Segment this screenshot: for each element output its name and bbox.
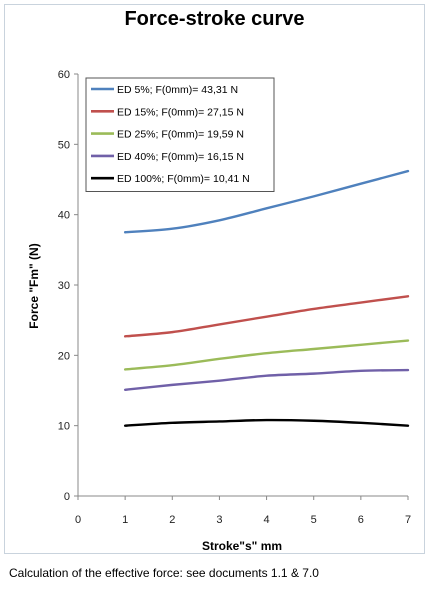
x-tick-label: 1	[122, 514, 128, 526]
x-axis-label: Stroke"s" mm	[202, 539, 282, 553]
caption: Calculation of the effective force: see …	[9, 566, 319, 580]
y-tick-label: 50	[58, 139, 70, 151]
x-tick-label: 6	[358, 514, 364, 526]
tick-labels: 0 10 20 30 40 50 60 0 1 2 3 4 5 6 7	[58, 69, 411, 526]
y-axis-label: Force "Fm" (N)	[27, 243, 41, 328]
y-tick-label: 30	[58, 280, 70, 292]
legend-label-1: ED 15%; F(0mm)= 27,15 N	[117, 106, 244, 118]
series-line-2	[123, 339, 410, 371]
legend-label-4: ED 100%; F(0mm)= 10,41 N	[117, 173, 250, 185]
y-tick-label: 40	[58, 210, 70, 222]
legend-box	[85, 77, 275, 192]
y-tick-label: 0	[64, 491, 70, 503]
series-line-1	[123, 295, 410, 338]
x-tick-label: 4	[264, 514, 270, 526]
y-tick-label: 20	[58, 350, 70, 362]
series-line-4	[123, 418, 410, 427]
chart-title: Force-stroke curve	[124, 8, 305, 30]
x-tick-label: 0	[75, 514, 81, 526]
y-tick-label: 60	[58, 69, 70, 81]
legend-label-0: ED 5%; F(0mm)= 43,31 N	[117, 84, 238, 96]
series-line-3	[123, 368, 410, 391]
legend-label-2: ED 25%; F(0mm)= 19,59 N	[117, 129, 244, 141]
x-tick-label: 5	[311, 514, 317, 526]
legend-label-3: ED 40%; F(0mm)= 16,15 N	[117, 151, 244, 163]
axes	[74, 73, 409, 500]
series-line-0	[123, 169, 410, 234]
x-tick-label: 7	[405, 514, 411, 526]
x-tick-label: 3	[216, 514, 222, 526]
y-tick-label: 10	[58, 421, 70, 433]
x-tick-label: 2	[169, 514, 175, 526]
legend: ED 5%; F(0mm)= 43,31 N ED 15%; F(0mm)= 27…	[85, 77, 275, 192]
series-lines	[123, 169, 410, 427]
